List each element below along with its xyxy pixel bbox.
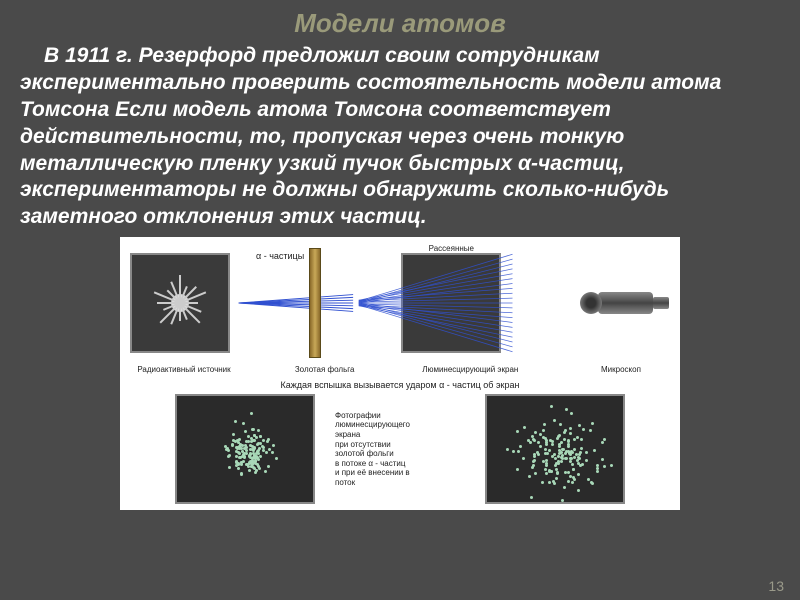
photo-caption-line: люминесцирующего	[335, 420, 465, 430]
slide: Модели атомов В 1911 г. Резерфорд предло…	[0, 0, 800, 600]
radioactive-source	[130, 253, 230, 353]
source-label: Радиоактивный источник	[134, 365, 234, 374]
photo-with-foil	[485, 394, 625, 504]
photo-caption-line: Фотографии	[335, 411, 465, 421]
diagram-labels-row: Радиоактивный источник Золотая фольга Лю…	[126, 363, 674, 376]
photo-caption-line: при отсутствии	[335, 440, 465, 450]
slide-body-text: В 1911 г. Резерфорд предложил своим сотр…	[20, 43, 780, 231]
photo-caption: Фотографии люминесцирующего экрана при о…	[335, 411, 465, 488]
photo-no-foil	[175, 394, 315, 504]
gold-foil	[309, 248, 321, 358]
photo-caption-line: и при её внесении в	[335, 468, 465, 478]
diagram-caption: Каждая вспышка вызывается ударом α - час…	[126, 380, 674, 390]
scatter-label-1: Рассеянные	[429, 244, 474, 253]
microscope-lens	[580, 292, 602, 314]
microscope-icon	[580, 283, 670, 323]
foil-label: Золотая фольга	[285, 365, 365, 374]
page-number: 13	[768, 578, 784, 594]
photo-caption-line: поток	[335, 478, 465, 488]
screen-label: Люминесцирующий экран	[415, 365, 525, 374]
luminescent-screen	[401, 253, 501, 353]
diagram-top: α - частицы Рассеянные α - частицы	[126, 243, 674, 363]
microscope-eyepiece	[653, 297, 669, 309]
photo-caption-line: в потоке α - частиц	[335, 459, 465, 469]
photo-caption-line: экрана	[335, 430, 465, 440]
slide-title: Модели атомов	[20, 8, 780, 39]
photo-caption-line: золотой фольги	[335, 449, 465, 459]
diagram-bottom: Фотографии люминесцирующего экрана при о…	[126, 394, 674, 504]
source-burst-icon	[155, 278, 205, 328]
diagram-container: α - частицы Рассеянные α - частицы Радио…	[120, 237, 680, 510]
microscope-label: Микроскоп	[576, 365, 666, 374]
microscope-body	[598, 292, 653, 314]
alpha-particles-label: α - частицы	[256, 251, 304, 261]
